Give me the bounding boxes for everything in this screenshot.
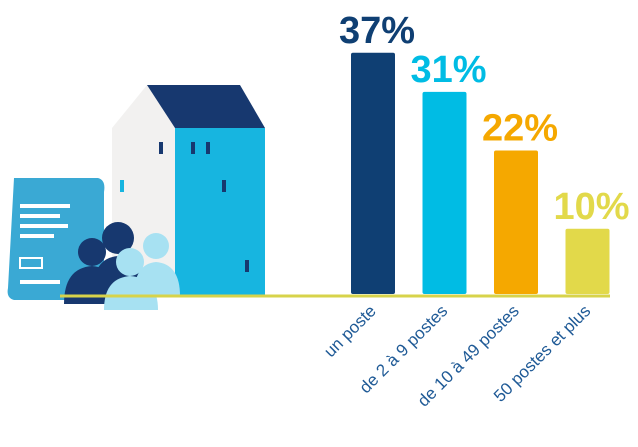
value-label: 22% [482,108,558,150]
doc-line [20,224,68,228]
doc-box [19,257,43,269]
value-label: 10% [553,186,629,228]
window [222,180,226,192]
bar [422,91,467,294]
window [120,180,124,192]
person-head [143,233,169,259]
doc-line [20,204,70,208]
illustration [7,85,265,310]
building-right [175,128,265,296]
doc-line [20,280,60,284]
bar [494,150,538,294]
bar [565,228,610,294]
doc-line [20,234,54,238]
roof [147,85,265,128]
value-label: 31% [410,49,486,91]
doc-line [20,214,60,218]
person-head [78,238,106,266]
x-tick-label: un poste [320,301,380,361]
person-head [116,248,144,276]
person-body [104,276,158,310]
value-label: 37% [339,10,415,52]
window [206,142,210,154]
window [159,142,163,154]
window [191,142,195,154]
window [245,260,249,272]
person-head [102,222,134,254]
bar [351,52,395,295]
